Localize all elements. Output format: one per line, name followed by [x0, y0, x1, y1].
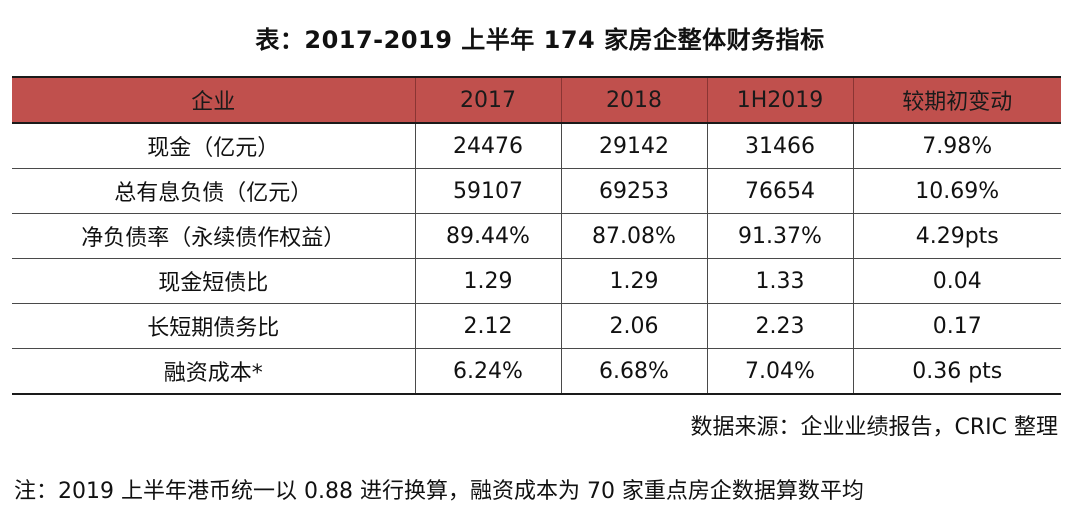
table-cell: 0.17: [852, 303, 1061, 349]
table-cell: 1.29: [560, 258, 707, 304]
table-title: 表：2017-2019 上半年 174 家房企整体财务指标: [255, 26, 825, 54]
table-cell: 2.06: [560, 303, 707, 349]
table-cell: 76654: [706, 168, 853, 214]
table-header-row: 企业 2017 2018 1H2019 较期初变动: [12, 77, 1061, 124]
table-cell: 24476: [414, 123, 561, 169]
table-cell: 1.33: [706, 258, 853, 304]
table-cell: 29142: [560, 123, 707, 169]
table-cell: 6.24%: [414, 348, 561, 394]
row-label: 现金短债比: [12, 258, 415, 304]
table-cell: 87.08%: [560, 213, 707, 259]
table-cell: 7.98%: [852, 123, 1061, 169]
row-label: 现金（亿元）: [147, 136, 280, 161]
table-cell: 0.36 pts: [852, 348, 1061, 394]
table-cell: 2.12: [414, 303, 561, 349]
table-cell: 10.69%: [852, 168, 1061, 214]
financial-indicators-table: 企业 2017 2018 1H2019 较期初变动 现金（亿元） 24476 2…: [12, 76, 1061, 395]
row-label: 总有息负债（亿元）: [12, 168, 415, 214]
table-row: 现金（亿元） 24476 29142 31466 7.98%: [12, 123, 1061, 169]
row-label: 净负债率（永续债作权益）: [12, 213, 415, 259]
data-source-caption: 数据来源：企业业绩报告，CRIC 整理: [690, 415, 1059, 440]
table-cell: 59107: [414, 168, 561, 214]
table-cell: 2.23: [706, 303, 853, 349]
row-label: 长短期债务比: [12, 303, 415, 349]
column-header-2018: 2018: [560, 77, 707, 124]
table-cell: 89.44%: [414, 213, 561, 259]
table-cell: 7.04%: [706, 348, 853, 394]
table-cell: 1.29: [414, 258, 561, 304]
table-cell: 91.37%: [706, 213, 853, 259]
column-header-company: 企业: [12, 77, 415, 124]
column-header-1h2019: 1H2019: [706, 77, 853, 124]
column-header-change: 较期初变动: [852, 77, 1061, 124]
table-row: 现金短债比 1.29 1.29 1.33 0.04: [12, 258, 1061, 304]
table-cell: 0.04: [852, 258, 1061, 304]
table-row: 长短期债务比 2.12 2.06 2.23 0.17: [12, 303, 1061, 349]
table-row: 净负债率（永续债作权益） 89.44% 87.08% 91.37% 4.29pt…: [12, 213, 1061, 259]
table-row: 融资成本* 6.24% 6.68% 7.04% 0.36 pts: [12, 348, 1061, 394]
table-cell: 31466: [706, 123, 853, 169]
column-header-2017: 2017: [414, 77, 561, 124]
table-cell: 4.29pts: [852, 213, 1061, 259]
footnote: 注：2019 上半年港币统一以 0.88 进行换算，融资成本为 70 家重点房企…: [14, 479, 864, 504]
row-label: 融资成本*: [12, 348, 415, 394]
table-cell: 6.68%: [560, 348, 707, 394]
table-cell: 69253: [560, 168, 707, 214]
table-row: 总有息负债（亿元） 59107 69253 76654 10.69%: [12, 168, 1061, 214]
